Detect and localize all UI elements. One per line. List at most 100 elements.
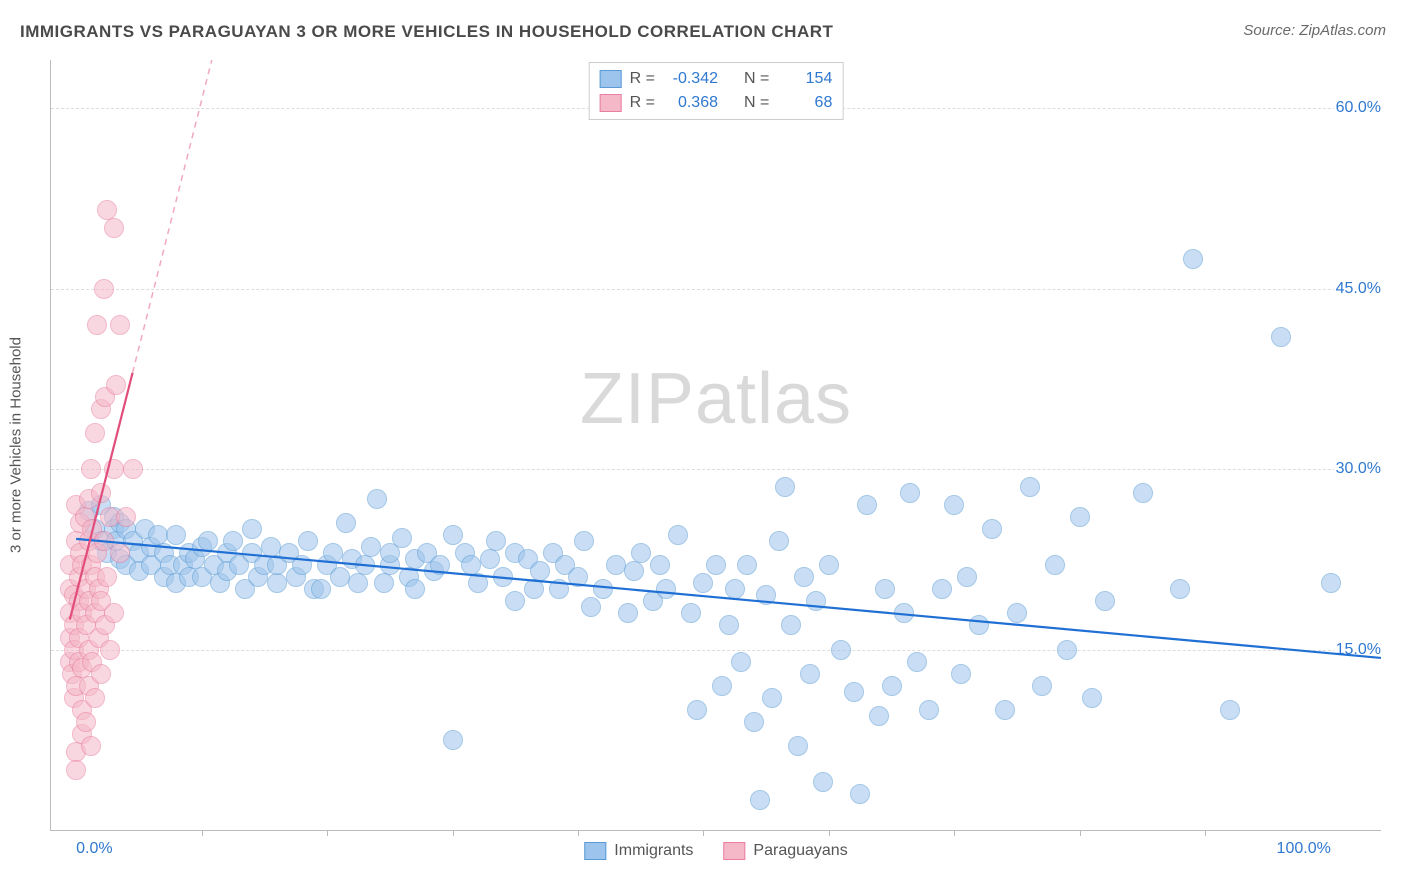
point-paraguayans [104,459,124,479]
point-immigrants [374,573,394,593]
point-immigrants [292,555,312,575]
point-immigrants [756,585,776,605]
point-paraguayans [81,736,101,756]
point-paraguayans [97,567,117,587]
point-immigrants [392,528,412,548]
point-immigrants [261,537,281,557]
point-immigrants [712,676,732,696]
point-immigrants [298,531,318,551]
point-immigrants [706,555,726,575]
point-immigrants [969,615,989,635]
chart-container: IMMIGRANTS VS PARAGUAYAN 3 OR MORE VEHIC… [0,0,1406,892]
point-immigrants [944,495,964,515]
source-name: ZipAtlas.com [1299,22,1386,39]
point-paraguayans [66,760,86,780]
correlation-legend: R = -0.342 N = 154 R = 0.368 N = 68 [589,62,844,120]
swatch-immigrants [584,842,606,860]
point-immigrants [480,549,500,569]
point-immigrants [650,555,670,575]
watermark: ZIPatlas [580,358,852,440]
point-immigrants [443,730,463,750]
point-immigrants [831,640,851,660]
point-immigrants [656,579,676,599]
point-immigrants [995,700,1015,720]
point-paraguayans [104,603,124,623]
source-label: Source: [1243,22,1299,39]
point-immigrants [468,573,488,593]
point-paraguayans [123,459,143,479]
point-immigrants [336,513,356,533]
point-immigrants [443,525,463,545]
point-immigrants [857,495,877,515]
y-tick-label: 15.0% [1334,641,1383,659]
point-immigrants [744,712,764,732]
point-paraguayans [91,664,111,684]
point-immigrants [493,567,513,587]
point-immigrants [461,555,481,575]
point-immigrants [330,567,350,587]
point-immigrants [819,555,839,575]
point-immigrants [631,543,651,563]
point-immigrants [737,555,757,575]
point-paraguayans [97,200,117,220]
point-immigrants [882,676,902,696]
point-immigrants [568,567,588,587]
point-immigrants [875,579,895,599]
watermark-thin: atlas [695,359,852,439]
point-immigrants [919,700,939,720]
legend-row-paraguayans: R = 0.368 N = 68 [600,91,833,115]
point-immigrants [1082,688,1102,708]
legend-label-immigrants: Immigrants [614,842,693,860]
point-immigrants [1183,249,1203,269]
point-immigrants [530,561,550,581]
point-immigrants [781,615,801,635]
point-immigrants [681,603,701,623]
point-immigrants [166,525,186,545]
point-immigrants [850,784,870,804]
n-label: N = [744,94,769,112]
point-immigrants [769,531,789,551]
point-immigrants [505,591,525,611]
point-immigrants [1271,327,1291,347]
x-tick [453,830,454,836]
point-immigrants [198,531,218,551]
point-immigrants [1070,507,1090,527]
point-immigrants [355,555,375,575]
point-immigrants [1133,483,1153,503]
point-paraguayans [94,279,114,299]
point-immigrants [574,531,594,551]
point-immigrants [932,579,952,599]
point-paraguayans [87,315,107,335]
y-tick-label: 45.0% [1334,280,1383,298]
point-immigrants [1057,640,1077,660]
legend-row-immigrants: R = -0.342 N = 154 [600,67,833,91]
point-immigrants [1032,676,1052,696]
point-immigrants [725,579,745,599]
point-immigrants [1095,591,1115,611]
trend-lines [51,60,1381,830]
n-label: N = [744,70,769,88]
point-immigrants [1170,579,1190,599]
r-label: R = [630,70,655,88]
point-paraguayans [110,543,130,563]
point-immigrants [1220,700,1240,720]
point-paraguayans [81,459,101,479]
point-immigrants [800,664,820,684]
point-paraguayans [116,507,136,527]
x-tick [202,830,203,836]
point-immigrants [367,489,387,509]
point-immigrants [348,573,368,593]
point-paraguayans [91,483,111,503]
point-immigrants [549,579,569,599]
plot-area: 3 or more Vehicles in Household ZIPatlas… [50,60,1381,831]
point-immigrants [900,483,920,503]
point-immigrants [762,688,782,708]
point-immigrants [242,519,262,539]
point-immigrants [1321,573,1341,593]
x-tick-label: 100.0% [1277,840,1331,858]
point-immigrants [806,591,826,611]
point-immigrants [775,477,795,497]
point-immigrants [957,567,977,587]
point-paraguayans [85,423,105,443]
point-paraguayans [76,712,96,732]
